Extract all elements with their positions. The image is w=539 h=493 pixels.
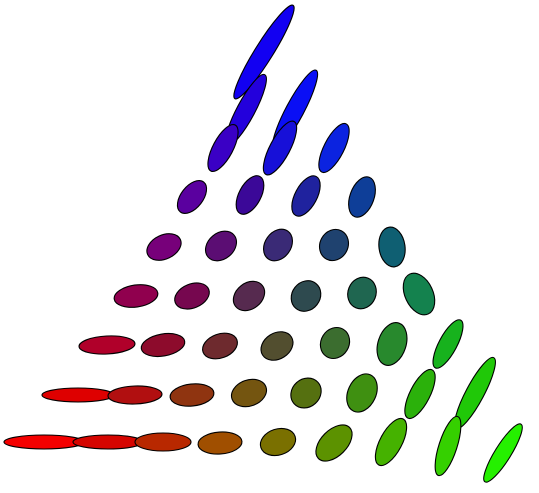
ellipse-glyph xyxy=(169,383,215,407)
ellipse-glyph xyxy=(262,120,298,176)
ellipse-row-7 xyxy=(78,319,464,369)
ellipse-glyph xyxy=(260,331,294,361)
ellipse-layer xyxy=(3,4,523,483)
ellipse-glyph xyxy=(374,417,408,467)
ellipse-glyph xyxy=(263,228,293,262)
ellipse-glyph xyxy=(259,427,297,457)
ellipse-glyph xyxy=(291,175,321,217)
ellipse-glyph xyxy=(3,434,85,450)
ellipse-row-4 xyxy=(176,175,376,218)
ellipse-glyph xyxy=(235,175,265,215)
ellipse-glyph xyxy=(483,423,523,483)
ellipse-glyph xyxy=(146,233,182,261)
ellipse-glyph xyxy=(290,280,322,312)
ellipse-glyph xyxy=(197,431,243,455)
ellipse-glyph xyxy=(346,373,378,413)
ellipse-glyph xyxy=(113,284,159,308)
ellipse-glyph xyxy=(404,368,436,420)
ellipse-glyph xyxy=(319,326,351,360)
ellipse-glyph xyxy=(348,176,376,218)
ellipse-row-3 xyxy=(207,120,350,176)
ellipse-glyph xyxy=(290,377,322,409)
ellipse-row-1 xyxy=(233,4,295,100)
ellipse-glyph xyxy=(402,272,436,316)
ellipse-glyph xyxy=(134,432,192,452)
ellipse-row-6 xyxy=(113,272,436,316)
ellipse-glyph xyxy=(376,322,408,366)
ellipse-glyph xyxy=(347,276,377,310)
ellipse-glyph xyxy=(315,424,353,462)
ellipse-row-9 xyxy=(3,415,523,483)
ellipse-glyph xyxy=(174,282,210,310)
ellipse-glyph xyxy=(230,378,268,408)
ellipse-glyph xyxy=(232,280,266,312)
ellipse-row-8 xyxy=(41,356,496,430)
ellipse-glyph xyxy=(107,385,163,405)
ellipse-glyph xyxy=(434,415,462,477)
ellipse-glyph xyxy=(207,124,239,172)
ellipse-glyph xyxy=(204,230,238,262)
ellipse-glyph xyxy=(140,332,186,358)
ellipse-glyph xyxy=(233,4,295,100)
ellipse-row-5 xyxy=(146,226,406,268)
ellipse-glyph xyxy=(72,434,144,450)
ellipse-glyph xyxy=(78,335,136,355)
ellipse-glyph xyxy=(202,332,238,360)
ellipse-glyph xyxy=(176,180,208,214)
ellipse-glyph xyxy=(378,226,406,268)
ellipse-glyph xyxy=(41,387,115,403)
ellipse-glyph xyxy=(318,228,350,262)
ellipse-glyph xyxy=(432,319,464,369)
ellipse-glyph xyxy=(318,122,350,174)
